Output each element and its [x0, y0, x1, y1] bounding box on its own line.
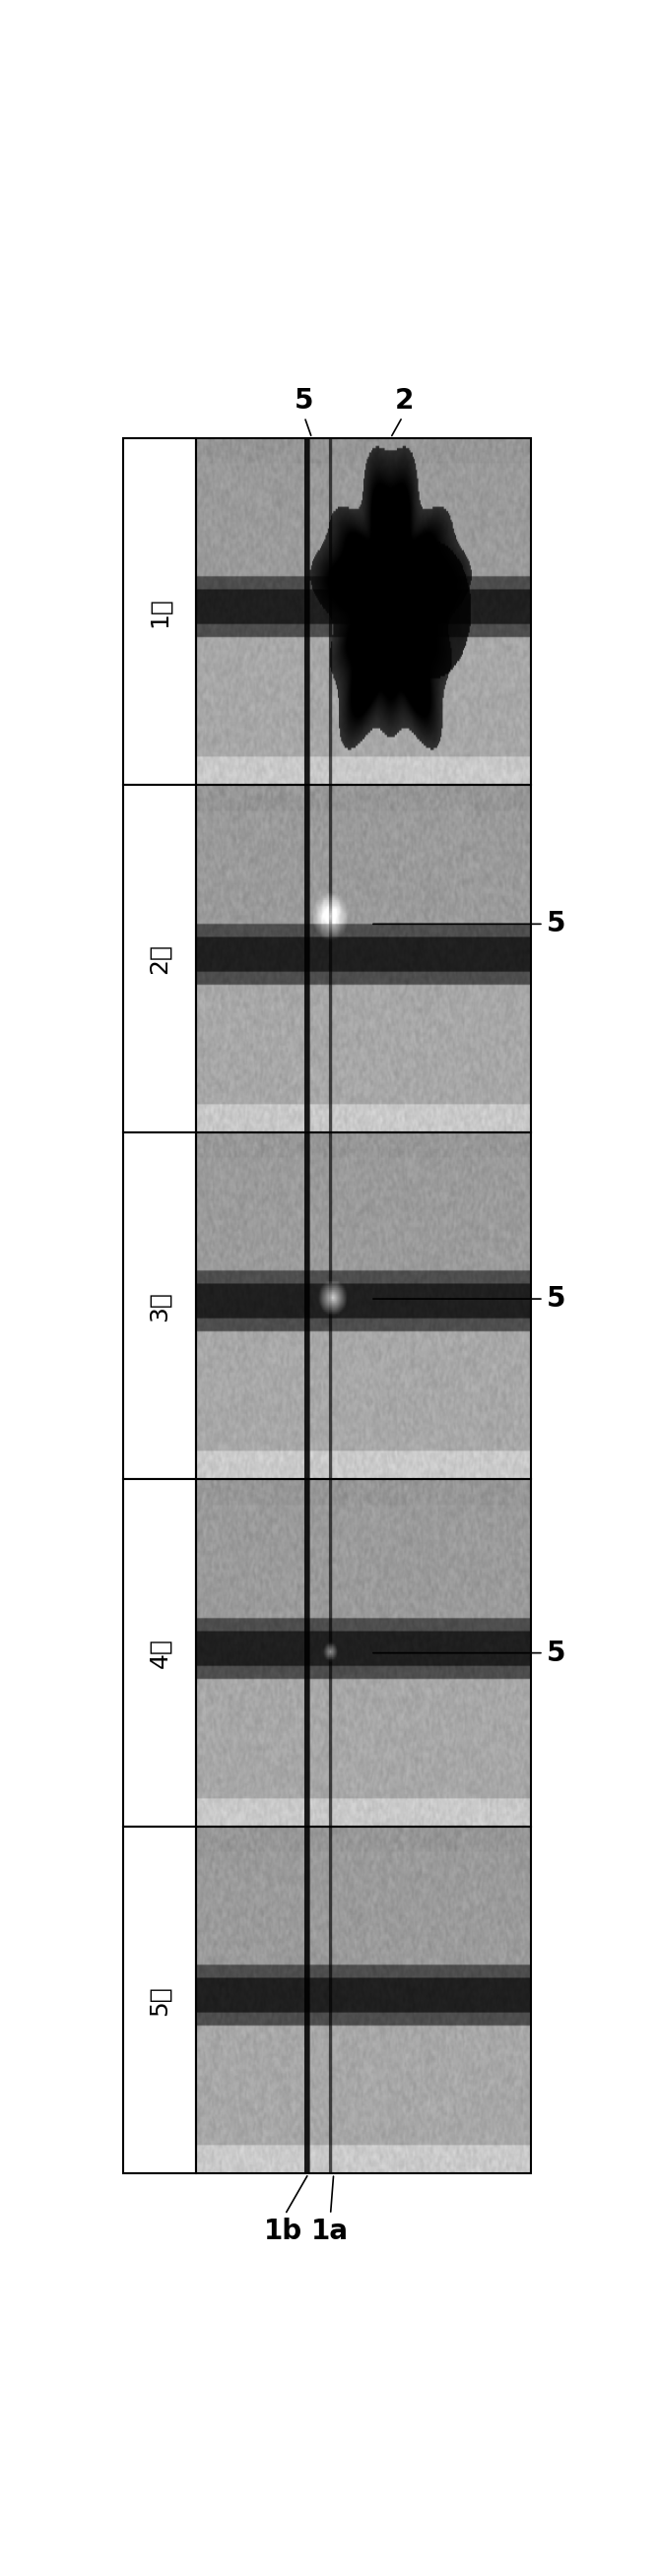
Text: 5: 5	[294, 386, 313, 435]
Bar	[123, 438, 197, 786]
Text: 5: 5	[373, 1285, 565, 1314]
Bar	[123, 1826, 197, 2174]
Text: 5: 5	[373, 909, 565, 938]
Bar	[197, 1826, 531, 2174]
Bar	[123, 786, 197, 1133]
Text: 1a: 1a	[312, 2177, 349, 2244]
Text: 1分: 1分	[148, 598, 172, 626]
Bar	[197, 438, 531, 786]
Bar	[197, 1133, 531, 1479]
Bar	[197, 1479, 531, 1826]
Text: 5分: 5分	[148, 1986, 172, 2014]
Text: 1b: 1b	[264, 2177, 307, 2244]
Bar	[123, 1479, 197, 1826]
Text: 2分: 2分	[148, 943, 172, 974]
Bar	[197, 786, 531, 1133]
Text: 2: 2	[392, 386, 413, 435]
Text: 5: 5	[373, 1638, 565, 1667]
Bar	[123, 1133, 197, 1479]
Text: 4分: 4分	[148, 1638, 172, 1669]
Text: 3分: 3分	[148, 1291, 172, 1321]
